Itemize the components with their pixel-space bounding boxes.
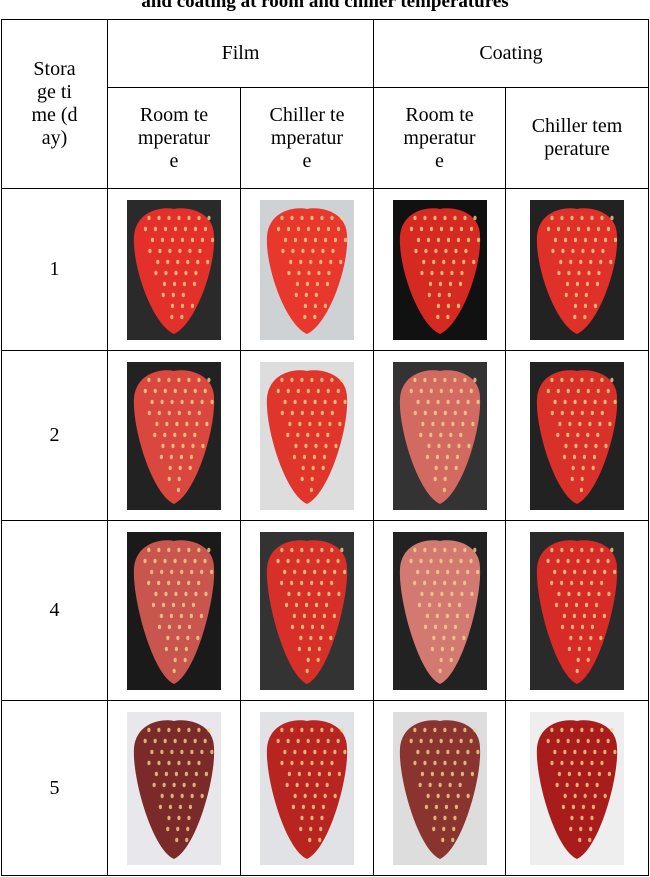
strawberry-photo [127, 712, 221, 865]
image-cell [506, 701, 649, 876]
strawberry-photo [260, 532, 354, 690]
header-cell: Storage time (day) [2, 20, 108, 189]
strawberry-photo [127, 362, 221, 510]
image-cell [241, 701, 374, 876]
strawberry-photo [530, 362, 624, 510]
strawberry-photo [530, 532, 624, 690]
subheader-cell: Room temperature [374, 88, 506, 189]
strawberry-photo [530, 712, 624, 865]
strawberry-photo [260, 362, 354, 510]
strawberry-photo [393, 712, 487, 865]
subheader-cell: Room temperature [108, 88, 241, 189]
subheader-cell: Chiller temperature [506, 88, 649, 189]
subheader-text: Room temperature [134, 104, 214, 173]
day-cell: 1 [2, 189, 108, 351]
results-table: Storage time (day) Film Coating Room tem… [1, 19, 649, 876]
strawberry-photo [127, 200, 221, 340]
strawberry-photo [260, 200, 354, 340]
subheader-cell: Chiller temperature [241, 88, 374, 189]
page: and coating at room and chiller temperat… [0, 0, 650, 877]
strawberry-photo [393, 532, 487, 690]
day-cell: 5 [2, 701, 108, 876]
image-cell [108, 189, 241, 351]
image-cell [506, 189, 649, 351]
image-cell [506, 521, 649, 701]
group-header: Coating [374, 20, 649, 88]
table-caption: and coating at room and chiller temperat… [0, 0, 650, 13]
table-row: 4 [2, 521, 649, 701]
image-cell [241, 351, 374, 521]
strawberry-photo [260, 712, 354, 865]
image-cell [506, 351, 649, 521]
image-cell [374, 351, 506, 521]
strawberry-photo [393, 362, 487, 510]
day-cell: 2 [2, 351, 108, 521]
table-row: 5 [2, 701, 649, 876]
image-cell [241, 521, 374, 701]
strawberry-photo [530, 200, 624, 340]
image-cell [374, 189, 506, 351]
image-cell [108, 701, 241, 876]
image-cell [108, 351, 241, 521]
image-cell [374, 521, 506, 701]
header-text: Storage time (day) [30, 58, 80, 150]
table-row: 2 [2, 351, 649, 521]
subheader-text: Room temperature [400, 104, 480, 173]
subheader-text: Chiller temperature [267, 104, 347, 173]
strawberry-photo [393, 200, 487, 340]
image-cell [241, 189, 374, 351]
image-cell [108, 521, 241, 701]
table-row: 1 [2, 189, 649, 351]
subheader-text: Chiller temperature [529, 115, 625, 161]
strawberry-photo [127, 532, 221, 690]
group-header: Film [108, 20, 374, 88]
day-cell: 4 [2, 521, 108, 701]
image-cell [374, 701, 506, 876]
